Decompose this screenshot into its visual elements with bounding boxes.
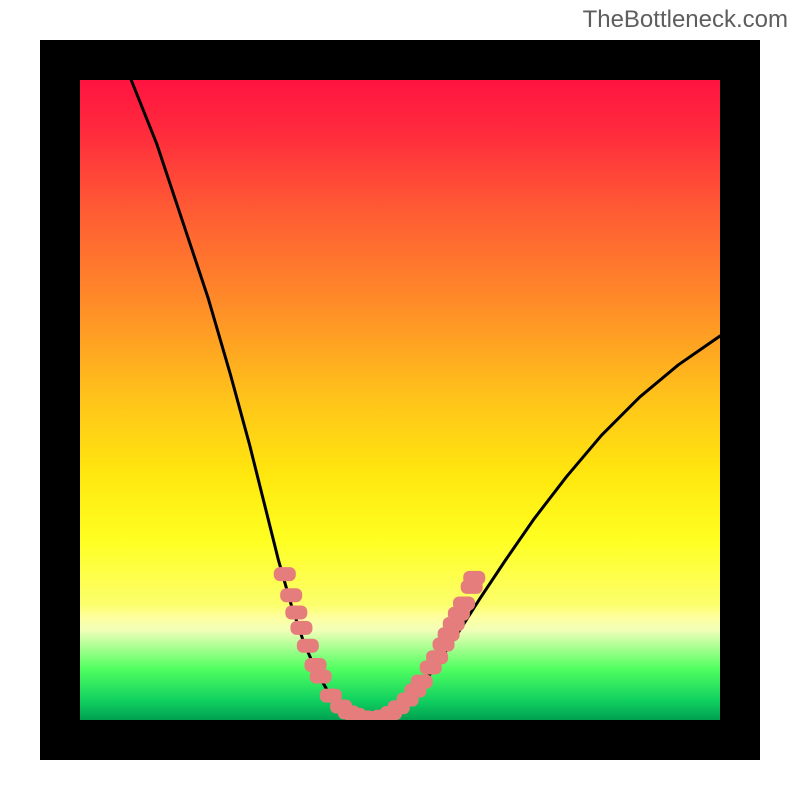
curve-marker [453,597,475,611]
chart-svg [0,0,800,800]
curve-marker [310,669,332,683]
root-canvas: TheBottleneck.com [0,0,800,800]
curve-marker [297,639,319,653]
curve-marker [463,571,485,585]
curve-marker [426,650,448,664]
curve-marker [290,621,312,635]
watermark-text: TheBottleneck.com [583,6,788,34]
curve-marker [411,675,433,689]
curve-marker [274,567,296,581]
curve-marker [285,605,307,619]
curve-marker [280,588,302,602]
